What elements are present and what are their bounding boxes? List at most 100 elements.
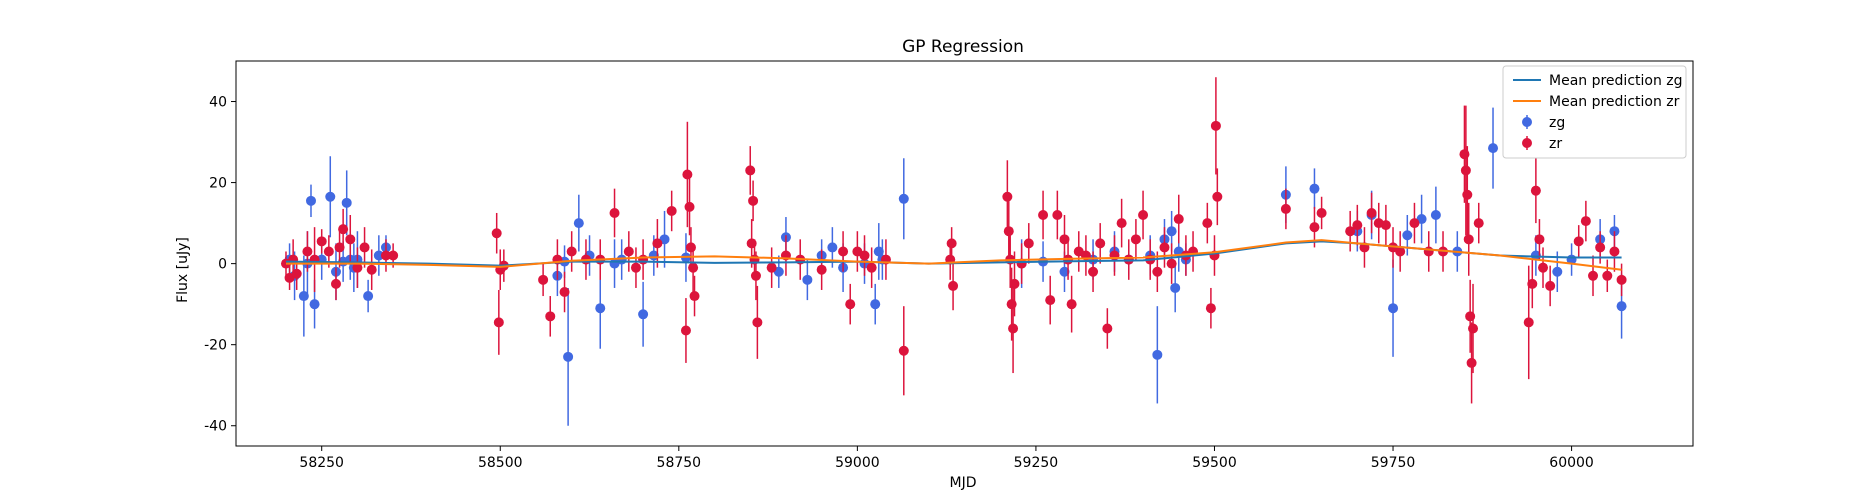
zr-point	[816, 264, 827, 275]
zg-point	[1530, 250, 1541, 261]
zr-point	[1463, 234, 1474, 245]
zr-point	[1138, 210, 1149, 220]
zr-point	[1008, 323, 1019, 334]
zr-point	[1116, 218, 1127, 229]
x-tick-label: 58500	[478, 455, 523, 471]
zr-point	[689, 291, 700, 302]
plot-frame	[235, 60, 1694, 447]
line-mean-prediction-zr	[285, 239, 1622, 271]
zr-point	[1530, 185, 1541, 196]
zg-point	[563, 351, 574, 362]
zr-point	[338, 224, 349, 235]
zr-point	[1210, 120, 1221, 131]
y-tick-label: 0	[218, 257, 227, 273]
zr-point	[302, 246, 313, 257]
zg-point	[309, 299, 320, 310]
zr-point	[334, 242, 345, 253]
zr-point	[1202, 218, 1213, 229]
zr-point	[1460, 165, 1471, 176]
zr-point	[1002, 191, 1013, 202]
zr-point	[898, 345, 909, 356]
zr-point	[359, 242, 370, 253]
zr-point	[1588, 270, 1599, 281]
zr-point	[1380, 220, 1391, 231]
zr-point	[1066, 299, 1077, 310]
zr-point	[685, 242, 696, 253]
zr-point	[1102, 323, 1113, 334]
zr-point	[1212, 191, 1223, 202]
zr-point	[1166, 258, 1177, 269]
series-zr	[280, 77, 1627, 404]
x-axis-label: MJD	[950, 475, 977, 491]
zr-point	[1609, 246, 1620, 257]
zr-point	[352, 262, 363, 273]
zr-point	[1473, 218, 1484, 229]
zr-point	[1316, 207, 1327, 218]
zr-point	[946, 238, 957, 249]
zr-point	[1523, 317, 1534, 328]
zr-point	[1468, 323, 1479, 334]
zg-point	[1430, 210, 1441, 220]
zg-point	[298, 291, 309, 302]
zr-point	[1309, 222, 1320, 233]
zr-point	[1345, 226, 1356, 237]
zr-point	[380, 250, 391, 261]
zr-point	[316, 236, 327, 247]
zr-point	[388, 250, 399, 261]
zr-point	[1466, 357, 1477, 368]
zr-point	[1130, 234, 1141, 245]
y-tick-label: -20	[204, 338, 227, 354]
legend-label: Mean prediction zr	[1549, 94, 1680, 110]
legend-swatch-point	[1522, 117, 1532, 127]
zr-point	[748, 195, 759, 206]
zr-point	[845, 299, 856, 310]
y-tick-label: 40	[209, 95, 227, 111]
zr-point	[1538, 262, 1549, 273]
zr-point	[752, 317, 763, 328]
zg-point	[1616, 301, 1627, 312]
zg-point	[363, 291, 374, 302]
zg-point	[1552, 266, 1563, 277]
zr-point	[323, 246, 334, 257]
zr-point	[1038, 210, 1049, 220]
zr-point	[366, 264, 377, 275]
zr-point	[666, 205, 677, 216]
zr-point	[866, 262, 877, 273]
zr-point	[1009, 278, 1020, 289]
zr-point	[566, 246, 577, 257]
zr-point	[1395, 246, 1406, 257]
zr-point	[1366, 207, 1377, 218]
plot-marks	[280, 77, 1627, 426]
zr-point	[623, 246, 634, 257]
zr-point	[1280, 203, 1291, 214]
zr-point	[1616, 274, 1627, 285]
x-tick-label: 60000	[1549, 455, 1594, 471]
axis-ticks: 58250 58500 58750 59000 59250 59500 59750 60000…	[204, 95, 1594, 471]
zr-point	[630, 262, 641, 273]
zr-point	[652, 238, 663, 249]
zr-point	[750, 270, 761, 281]
zr-point	[745, 165, 756, 176]
zr-point	[1462, 189, 1473, 200]
zr-point	[1545, 280, 1556, 291]
zr-point	[1534, 234, 1545, 245]
zr-point	[1045, 295, 1056, 306]
legend-swatch-point	[1522, 138, 1532, 148]
zg-point	[1059, 266, 1070, 277]
zg-point	[1402, 230, 1413, 241]
zr-point	[1527, 278, 1538, 289]
zg-point	[325, 191, 336, 202]
zr-point	[859, 250, 870, 261]
x-tick-label: 59250	[1014, 455, 1059, 471]
zr-point	[1409, 218, 1420, 229]
zr-point	[1352, 220, 1363, 231]
zg-point	[1170, 282, 1181, 293]
zg-point	[373, 250, 384, 261]
zr-point	[559, 287, 570, 297]
zg-point	[573, 218, 584, 229]
zr-point	[1205, 303, 1216, 314]
x-tick-label: 59750	[1371, 455, 1416, 471]
zg-point	[638, 309, 649, 320]
zg-point	[827, 242, 838, 253]
